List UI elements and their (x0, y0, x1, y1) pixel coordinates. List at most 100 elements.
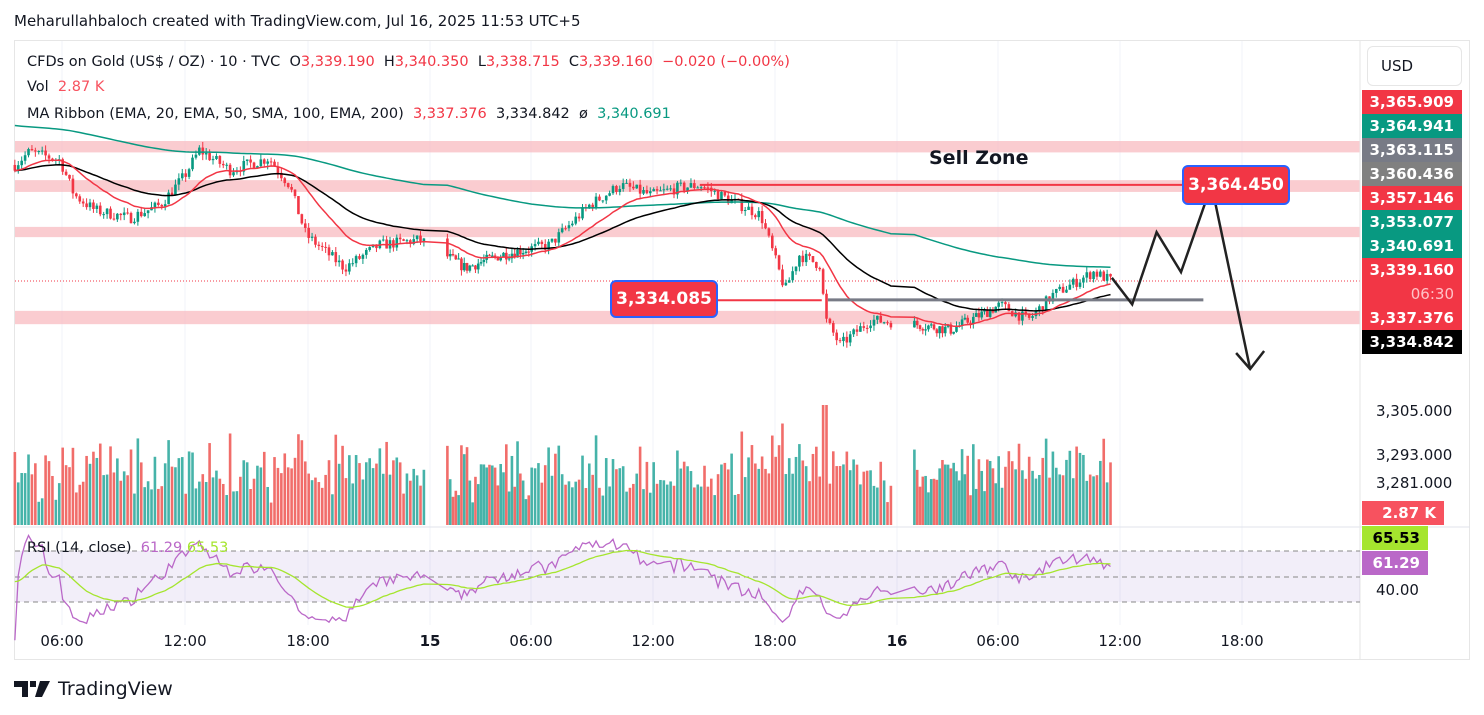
volume-bar (1075, 446, 1078, 525)
volume-bar (801, 460, 805, 525)
level-price-callout[interactable]: 3,334.085 (610, 280, 718, 318)
candle-body (648, 191, 652, 194)
candle-body (510, 253, 514, 259)
volume-bar (422, 469, 426, 525)
volume-bar (1041, 457, 1045, 525)
volume-legend[interactable]: Vol 2.87 K (27, 79, 104, 95)
candle-body (927, 325, 930, 330)
candle-body (1024, 311, 1028, 314)
volume-bar (682, 461, 686, 525)
volume-bar (781, 423, 784, 525)
volume-bar (256, 465, 259, 525)
volume-bar (276, 467, 280, 525)
volume-bar (842, 464, 845, 525)
close-value: 3,339.160 (579, 54, 653, 70)
volume-bar (703, 465, 706, 525)
candle-body (163, 204, 167, 207)
candle-body (385, 239, 388, 249)
candle-body (317, 244, 321, 246)
candle-body (804, 253, 808, 263)
volume-bar (496, 485, 500, 525)
candle-body (454, 255, 458, 260)
volume-bar (354, 455, 358, 525)
volume-bar (929, 479, 933, 525)
candle-body (122, 212, 126, 216)
volume-bar (567, 481, 571, 525)
volume-bar (133, 493, 136, 525)
volume-bar (150, 489, 153, 525)
volume-bar (699, 486, 703, 525)
volume-bar (611, 459, 615, 525)
ma1-value: 3,337.376 (412, 106, 487, 122)
rsi-label: RSI (14, close) (27, 540, 132, 556)
candle-body (659, 190, 662, 192)
volume-bar (170, 466, 174, 525)
candle-body (828, 318, 832, 324)
volume-bar (798, 444, 801, 525)
change-value: −0.020 (−0.00%) (662, 54, 790, 70)
symbol-legend[interactable]: CFDs on Gold (US$ / OZ) · 10 · TVC O3,33… (27, 54, 790, 70)
price-label: 3,353.077 (1362, 210, 1462, 234)
volume-bar (693, 487, 696, 525)
volume-bar (395, 457, 399, 525)
vol-label: Vol (27, 79, 49, 95)
ma-legend[interactable]: MA Ribbon (EMA, 20, EMA, 50, SMA, 100, E… (27, 106, 671, 122)
volume-bar (527, 495, 531, 525)
candle-body (818, 267, 822, 270)
candle-body (696, 187, 700, 189)
candle-body (136, 211, 140, 222)
volume-bar (112, 472, 116, 525)
candle-body (974, 313, 978, 317)
candle-body (409, 240, 412, 244)
candle-body (92, 202, 95, 209)
volume-bar (828, 483, 832, 525)
candle-body (743, 209, 747, 212)
ma-separator: ø (578, 106, 588, 122)
volume-bar (733, 494, 737, 525)
volume-bar (774, 456, 777, 525)
candle-body (174, 184, 177, 196)
candle-body (941, 326, 944, 334)
sell-zone-label: Sell Zone (929, 147, 1029, 169)
volume-bar (314, 477, 317, 525)
candle-body (521, 252, 525, 255)
candle-body (574, 216, 578, 224)
volume-bar (1102, 438, 1106, 525)
candle-body (554, 238, 557, 243)
candle-body (845, 336, 849, 343)
candle-body (547, 241, 550, 250)
candle-body (341, 260, 344, 270)
candle-body (669, 188, 672, 190)
tradingview-logo[interactable]: TradingView (14, 678, 173, 700)
candle-body (139, 211, 143, 217)
volume-bar (40, 498, 44, 525)
volume-bar (662, 480, 666, 525)
candle-body (672, 188, 676, 195)
volume-bar (95, 457, 99, 525)
rsi-legend[interactable]: RSI (14, close) 61.29 65.53 (27, 540, 228, 556)
candle-body (1021, 311, 1024, 321)
volume-bar (635, 473, 639, 525)
candle-body (457, 258, 460, 260)
volume-bar (821, 405, 825, 525)
target-price-callout[interactable]: 3,364.450 (1182, 165, 1290, 205)
volume-bar (64, 465, 68, 525)
volume-bar (364, 462, 368, 525)
candle-body (415, 235, 419, 240)
volume-bar (974, 488, 978, 525)
candle-body (402, 239, 405, 241)
candle-body (68, 174, 71, 179)
candle-body (838, 340, 842, 342)
candle-body (153, 202, 157, 208)
volume-bar (554, 453, 557, 525)
currency-button[interactable]: USD (1367, 46, 1462, 86)
candle-body (249, 159, 252, 163)
volume-bar (743, 477, 747, 525)
candle-body (963, 317, 967, 320)
volume-bar (415, 475, 419, 525)
volume-bar (943, 464, 947, 525)
volume-bar (521, 480, 525, 525)
volume-bar (516, 441, 519, 525)
volume-bar (540, 482, 544, 525)
